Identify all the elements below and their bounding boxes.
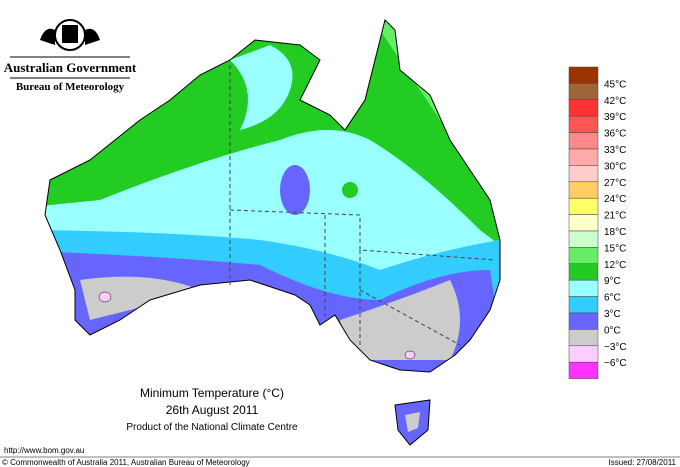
agency-name: Bureau of Meteorology bbox=[16, 81, 125, 93]
state-borders bbox=[229, 65, 496, 346]
map-title: Minimum Temperature (°C) bbox=[140, 386, 284, 400]
issued-date: Issued: 27/08/2011 bbox=[609, 458, 677, 467]
legend-swatch bbox=[568, 247, 599, 265]
legend-label: −3°C bbox=[604, 342, 627, 353]
legend-swatch bbox=[568, 148, 599, 166]
legend-swatch bbox=[568, 132, 599, 150]
legend-swatch bbox=[568, 279, 599, 297]
legend-swatch bbox=[568, 165, 599, 183]
legend-swatch bbox=[568, 181, 599, 199]
legend-label: −6°C bbox=[604, 358, 627, 369]
legend-label: 27°C bbox=[604, 178, 626, 189]
legend-swatch bbox=[568, 66, 599, 84]
legend-swatch bbox=[568, 329, 599, 347]
copyright: © Commonwealth of Australia 2011, Austra… bbox=[2, 458, 250, 467]
legend-swatch bbox=[568, 312, 599, 330]
legend-label: 45°C bbox=[604, 79, 626, 90]
legend-swatch bbox=[568, 263, 599, 281]
legend-swatch bbox=[568, 83, 599, 101]
legend-label: 3°C bbox=[604, 309, 621, 320]
legend-swatch bbox=[568, 230, 599, 248]
legend-label: 39°C bbox=[604, 112, 626, 123]
legend-swatch bbox=[568, 115, 599, 133]
map-date: 26th August 2011 bbox=[166, 403, 259, 417]
legend-label: 6°C bbox=[604, 293, 621, 304]
legend: 45°C 42°C 39°C 36°C 33°C 30°C 27°C 24°C 21°C 18°C… bbox=[568, 66, 627, 379]
legend-swatch bbox=[568, 197, 599, 215]
legend-label: 42°C bbox=[604, 96, 626, 107]
crest bbox=[10, 19, 130, 58]
legend-label: 36°C bbox=[604, 129, 626, 140]
legend-swatch bbox=[568, 361, 599, 379]
legend-label: 18°C bbox=[604, 227, 626, 238]
url[interactable]: http://www.bom.gov.au bbox=[4, 446, 84, 455]
legend-swatch bbox=[568, 214, 599, 232]
legend-label: 15°C bbox=[604, 243, 626, 254]
legend-swatch bbox=[568, 99, 599, 117]
legend-label: 0°C bbox=[604, 325, 621, 336]
legend-label: 21°C bbox=[604, 211, 626, 222]
legend-swatch bbox=[568, 296, 599, 314]
legend-label: 9°C bbox=[604, 276, 621, 287]
legend-label: 30°C bbox=[604, 161, 626, 172]
tasmania-cold bbox=[405, 412, 420, 432]
coastline bbox=[44, 19, 501, 373]
legend-label: 24°C bbox=[604, 194, 626, 205]
legend-label: 12°C bbox=[604, 260, 626, 271]
legend-swatch bbox=[568, 345, 599, 363]
legend-label: 33°C bbox=[604, 145, 626, 156]
product-note: Product of the National Climate Centre bbox=[126, 422, 298, 433]
government-name: Australian Government bbox=[4, 60, 137, 75]
